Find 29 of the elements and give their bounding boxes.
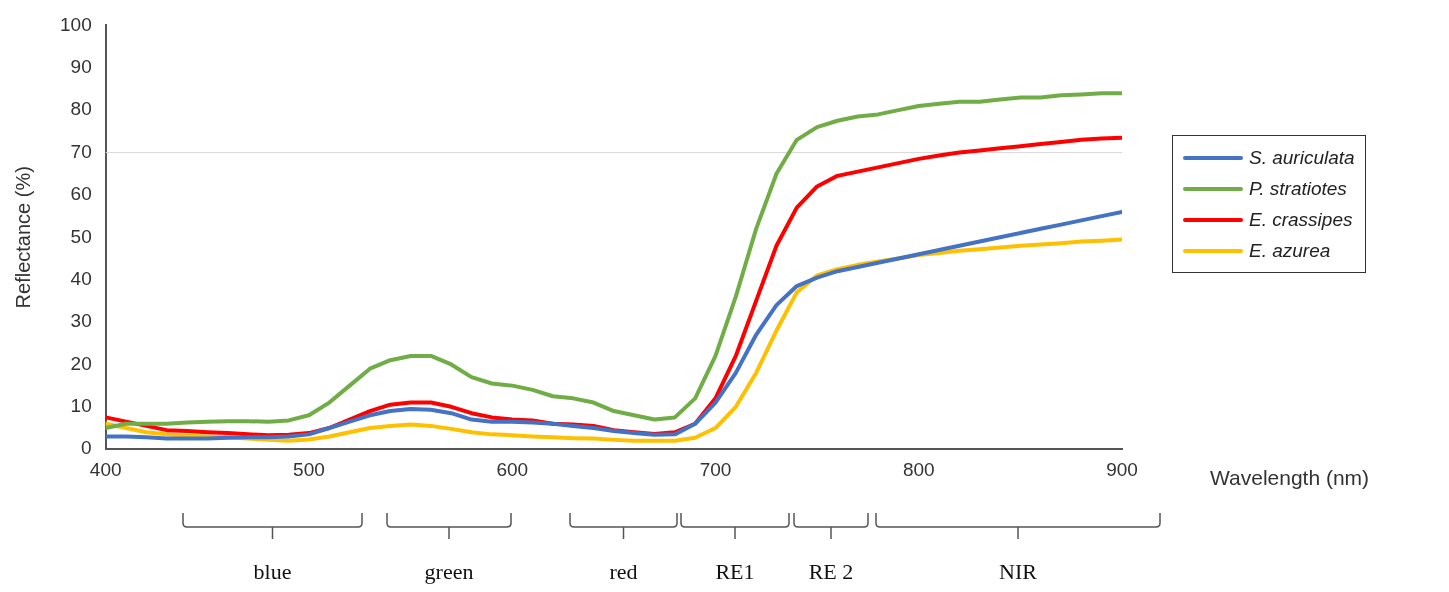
legend-label: E. crassipes	[1249, 208, 1353, 231]
y-axis-title: Reflectance (%)	[11, 166, 34, 309]
x-tick-label: 600	[496, 458, 529, 480]
legend-label: E. azurea	[1249, 239, 1331, 262]
y-tick-label: 90	[70, 56, 92, 78]
y-tick-label: 80	[70, 98, 92, 120]
x-tick-label: 400	[89, 458, 122, 480]
text: blue	[253, 559, 292, 585]
legend-label: P. stratiotes	[1249, 177, 1347, 200]
y-tick-label: 50	[70, 225, 92, 247]
text: NIR	[999, 559, 1037, 585]
y-tick-label: 0	[81, 437, 92, 459]
text: green	[424, 559, 474, 585]
y-tick-label: 70	[70, 140, 92, 162]
y-tick-label: 40	[70, 267, 92, 289]
text: RE 2	[808, 559, 854, 585]
y-tick-label: 10	[70, 395, 92, 417]
x-tick-label: 700	[699, 458, 732, 480]
y-tick-label: 20	[70, 352, 92, 374]
y-tick-label: 30	[70, 310, 92, 332]
legend-label: S. auriculata	[1249, 146, 1355, 169]
text: red	[609, 559, 638, 585]
y-tick-label: 100	[60, 13, 92, 35]
x-axis-title: Wavelength (nm)	[1210, 466, 1370, 489]
text: RE1	[715, 559, 755, 585]
x-tick-label: 800	[902, 458, 935, 480]
x-tick-label: 900	[1106, 458, 1138, 480]
y-tick-label: 60	[70, 183, 92, 205]
x-tick-label: 500	[293, 458, 325, 480]
